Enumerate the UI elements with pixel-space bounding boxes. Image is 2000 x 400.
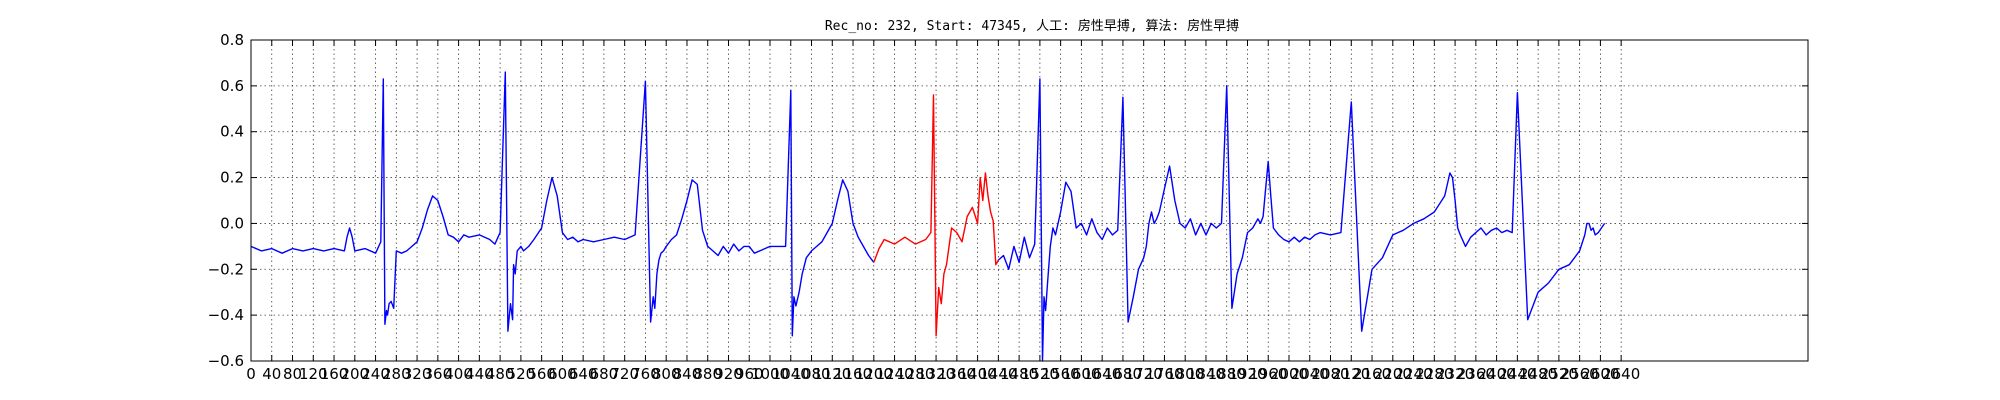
x-tick-label: 760: [631, 365, 660, 383]
grid-lines: [251, 40, 1808, 361]
x-tick-label: 600: [548, 365, 577, 383]
x-tick-label: 1840: [1187, 365, 1225, 383]
x-tick-label: 280: [382, 365, 411, 383]
chart-title: Rec_no: 232, Start: 47345, 人工: 房性早搏, 算法:…: [825, 18, 1239, 34]
x-tick-label: 1640: [1083, 365, 1121, 383]
x-tick-label: 1600: [1062, 365, 1100, 383]
x-tick-label: 1920: [1228, 365, 1266, 383]
x-tick-label: 2240: [1394, 365, 1432, 383]
x-tick-label: 320: [403, 365, 432, 383]
x-tick-label: 800: [652, 365, 681, 383]
y-tick-label: −0.4: [208, 306, 244, 324]
x-tick-label: 1800: [1166, 365, 1204, 383]
x-tick-label: 560: [527, 365, 556, 383]
x-tick-label: 240: [361, 365, 390, 383]
x-tick-label: 1720: [1125, 365, 1163, 383]
x-tick-label: 1880: [1208, 365, 1246, 383]
y-axis-ticks: −0.6 −0.4 −0.2 0.0 0.2 0.4 0.6 0.8: [208, 31, 1808, 370]
x-tick-label: 480: [486, 365, 515, 383]
x-tick-label: 1480: [1000, 365, 1038, 383]
x-tick-label: 680: [590, 365, 619, 383]
x-tick-label: 1400: [959, 365, 997, 383]
x-tick-label: 1440: [979, 365, 1017, 383]
x-tick-label: 1320: [917, 365, 955, 383]
x-tick-label: 1000: [751, 365, 789, 383]
x-tick-label: 440: [465, 365, 494, 383]
y-tick-label: 0.4: [220, 123, 244, 141]
x-tick-label: 2600: [1581, 365, 1619, 383]
x-tick-label: 1080: [792, 365, 830, 383]
x-tick-label: 1560: [1042, 365, 1080, 383]
y-tick-label: 0.2: [220, 169, 244, 187]
x-tick-label: 40: [262, 365, 281, 383]
x-tick-label: 2440: [1498, 365, 1536, 383]
ecg-series-line-3: [997, 78, 1606, 362]
x-tick-label: 160: [320, 365, 349, 383]
x-tick-label: 2000: [1270, 365, 1308, 383]
x-tick-label: 2320: [1436, 365, 1474, 383]
y-tick-label: 0.6: [220, 77, 244, 95]
x-tick-label: 2200: [1374, 365, 1412, 383]
x-tick-label: 2080: [1311, 365, 1349, 383]
y-tick-label: 0.8: [220, 31, 244, 49]
x-axis-ticks: 0 40 8012016020024028032036040044048052056…: [246, 40, 1640, 383]
y-tick-label: −0.6: [208, 352, 244, 370]
x-tick-label: 2560: [1561, 365, 1599, 383]
x-tick-label: 640: [569, 365, 598, 383]
x-tick-label: 1760: [1145, 365, 1183, 383]
ecg-series-line-2: [873, 94, 1000, 337]
x-tick-label: 2040: [1291, 365, 1329, 383]
series-layer: [250, 71, 1606, 362]
plot-frame: [250, 39, 1809, 362]
x-tick-label: 960: [735, 365, 764, 383]
x-tick-label: 520: [507, 365, 536, 383]
x-tick-label: 2360: [1457, 365, 1495, 383]
x-tick-label: 1040: [772, 365, 810, 383]
x-tick-label: 840: [673, 365, 702, 383]
x-tick-label: 2160: [1353, 365, 1391, 383]
x-tick-label: 1200: [855, 365, 893, 383]
x-tick-label: 720: [610, 365, 639, 383]
x-tick-label: 1520: [1021, 365, 1059, 383]
x-tick-label: 1120: [813, 365, 851, 383]
x-tick-label: 2280: [1415, 365, 1453, 383]
x-tick-label: 120: [299, 365, 328, 383]
x-tick-label: 200: [340, 365, 369, 383]
x-tick-label: 1240: [875, 365, 913, 383]
y-tick-label: −0.2: [208, 260, 244, 278]
x-tick-label: 2480: [1519, 365, 1557, 383]
x-tick-label: 920: [714, 365, 743, 383]
x-tick-label: 2400: [1478, 365, 1516, 383]
x-tick-label: 400: [444, 365, 473, 383]
x-tick-label: 1360: [938, 365, 976, 383]
x-tick-label: 2640: [1602, 365, 1640, 383]
x-tick-label: 0: [246, 365, 256, 383]
x-tick-label: 1960: [1249, 365, 1287, 383]
y-tick-label: 0.0: [220, 214, 244, 232]
x-tick-label: 880: [693, 365, 722, 383]
x-tick-label: 1680: [1104, 365, 1142, 383]
ecg-series-line-1: [250, 71, 875, 337]
x-tick-label: 1160: [834, 365, 872, 383]
x-tick-label: 2120: [1332, 365, 1370, 383]
x-tick-label: 2520: [1540, 365, 1578, 383]
x-tick-label: 1280: [896, 365, 934, 383]
x-tick-label: 80: [283, 365, 302, 383]
x-tick-label: 360: [424, 365, 453, 383]
